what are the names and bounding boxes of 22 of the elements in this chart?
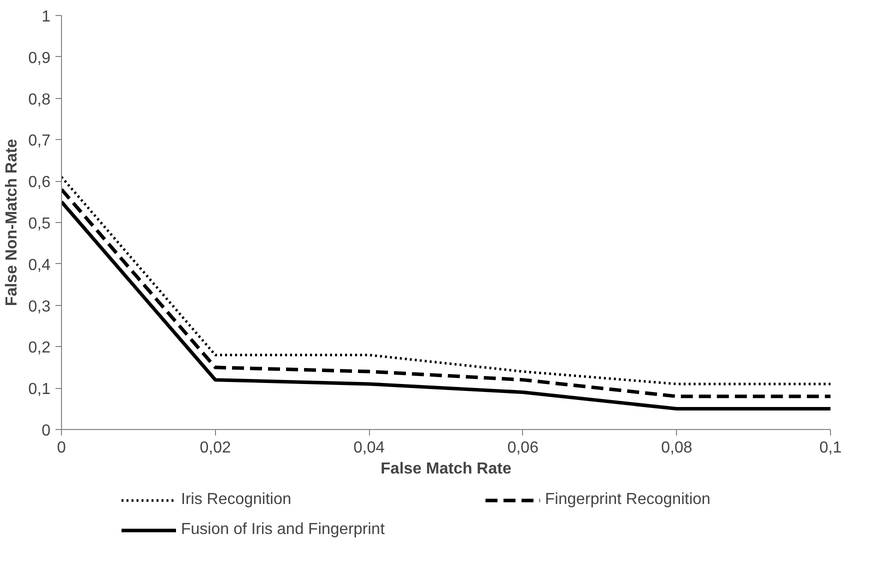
y-tick-label: 0,8 [28, 91, 51, 108]
y-tick-label: 0,5 [28, 216, 51, 232]
x-tick-label: 0,04 [354, 440, 385, 456]
y-tick-label: 0,3 [28, 298, 51, 316]
x-tick-label: 0,02 [200, 440, 231, 456]
x-tick-label: 0,08 [661, 440, 692, 456]
y-tick-label: 1 [42, 8, 51, 26]
x-tick-label: 0,06 [507, 440, 539, 456]
y-axis-title: False Non-Match Rate [3, 138, 20, 306]
x-tick-label: 0,1 [819, 440, 842, 456]
x-tick-label: 0 [57, 440, 66, 456]
legend-label: Fingerprint Recognition [545, 491, 712, 509]
y-tick-label: 0,9 [28, 50, 51, 67]
y-tick-label: 0,2 [28, 340, 51, 357]
y-tick-label: 0,6 [28, 174, 51, 192]
legend-label: Fusion of Iris and Fingerprint [181, 521, 386, 539]
y-tick-label: 0 [42, 422, 51, 440]
y-tick-label: 0,1 [28, 381, 51, 398]
y-tick-label: 0,7 [28, 132, 51, 150]
legend-label: Iris Recognition [181, 491, 292, 509]
y-tick-label: 0,4 [28, 256, 51, 274]
x-axis-title: False Match Rate [380, 460, 512, 478]
